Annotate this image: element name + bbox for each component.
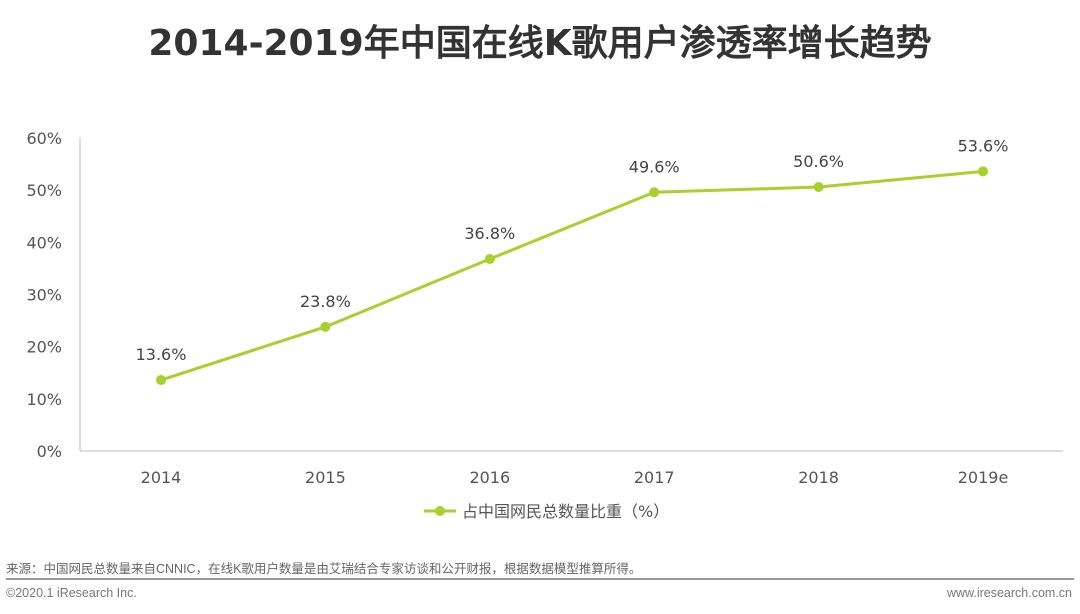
data-label: 36.8%: [464, 224, 515, 243]
y-tick-label: 0%: [37, 442, 62, 461]
copyright: ©2020.1 iResearch Inc.: [6, 586, 137, 600]
data-point: [484, 254, 495, 265]
legend-marker-icon: [435, 506, 445, 516]
y-tick-label: 10%: [26, 390, 62, 409]
x-tick-label: 2017: [634, 468, 675, 487]
x-tick-label: 2018: [798, 468, 839, 487]
y-tick-label: 20%: [26, 338, 62, 357]
y-tick-label: 60%: [26, 129, 62, 148]
data-point: [320, 321, 331, 332]
data-label: 23.8%: [300, 292, 351, 311]
chart-title: 2014-2019年中国在线K歌用户渗透率增长趋势: [148, 23, 932, 64]
y-tick-label: 30%: [26, 286, 62, 305]
y-tick-label: 50%: [26, 181, 62, 200]
y-tick-label: 40%: [26, 233, 62, 252]
data-point: [156, 375, 166, 386]
x-tick-label: 2016: [469, 468, 510, 487]
x-tick-label: 2014: [141, 468, 182, 487]
data-label: 50.6%: [793, 152, 844, 171]
series-line: [160, 169, 984, 382]
x-tick-label: 2015: [305, 468, 346, 487]
source-note: 来源：中国网民总数量来自CNNIC，在线K歌用户数量是由艾瑞结合专家访谈和公开财…: [6, 562, 642, 576]
data-label: 13.6%: [136, 345, 187, 364]
data-label: 53.6%: [958, 136, 1009, 155]
x-tick-label: 2019e: [958, 468, 1009, 487]
website-link[interactable]: www.iresearch.com.cn: [946, 586, 1072, 600]
legend-label: 占中国网民总数量比重（%）: [462, 502, 669, 521]
data-label: 49.6%: [629, 157, 680, 176]
data-point: [978, 166, 988, 177]
data-point: [649, 187, 660, 198]
data-point: [813, 182, 824, 193]
footer-divider: [6, 578, 1074, 580]
